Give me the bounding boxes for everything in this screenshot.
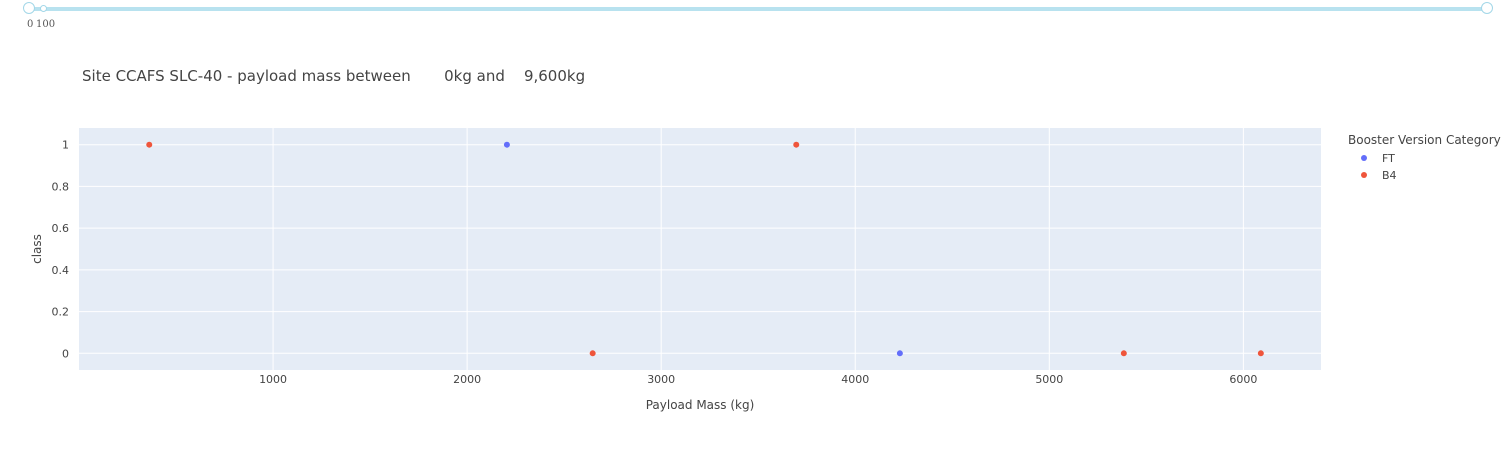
y-tick-label: 0.2	[52, 306, 70, 319]
x-tick-label: 6000	[1229, 373, 1257, 386]
legend-label-ft[interactable]: FT	[1382, 152, 1395, 165]
plot-background	[79, 128, 1321, 370]
axis-ticks: 1000 2000 3000 4000 5000 6000 0 0.2 0.4 0.6 0.8 1	[52, 139, 1258, 386]
title-site-text: Site CCAFS SLC-40 - payload mass between	[82, 67, 411, 85]
y-tick-label: 0.4	[52, 264, 70, 277]
slider-handle-inner[interactable]	[40, 5, 47, 12]
y-tick-label: 1	[62, 139, 69, 152]
x-axis-label: Payload Mass (kg)	[646, 398, 755, 412]
chart-title: Site CCAFS SLC-40 - payload mass between…	[82, 67, 585, 85]
slider-track[interactable]	[30, 7, 1488, 11]
legend: Booster Version Category FT B4	[1348, 133, 1501, 182]
data-point-b4[interactable]	[1120, 350, 1127, 357]
y-tick-label: 0.6	[52, 222, 70, 235]
y-tick-label: 0.8	[52, 180, 70, 193]
y-axis-label: class	[30, 234, 44, 264]
data-point-ft[interactable]	[503, 141, 510, 148]
payload-range-slider[interactable]: 0 100	[0, 0, 1508, 40]
data-point-b4[interactable]	[146, 141, 153, 148]
legend-marker-ft[interactable]	[1361, 155, 1367, 161]
slider-mark-max: 100	[36, 19, 56, 30]
slider-handle-min[interactable]	[23, 2, 35, 14]
x-tick-label: 5000	[1035, 373, 1063, 386]
x-tick-label: 4000	[841, 373, 869, 386]
x-tick-label: 1000	[259, 373, 287, 386]
legend-title: Booster Version Category	[1348, 133, 1501, 147]
data-point-b4[interactable]	[793, 141, 800, 148]
x-tick-label: 2000	[453, 373, 481, 386]
slider-handle-max[interactable]	[1481, 2, 1493, 14]
data-point-b4[interactable]	[589, 350, 596, 357]
x-tick-label: 3000	[647, 373, 675, 386]
data-points	[146, 141, 1264, 357]
grid-lines	[79, 128, 1321, 370]
slider-mark-min: 0	[27, 19, 34, 30]
legend-label-b4[interactable]: B4	[1382, 169, 1397, 182]
data-point-ft[interactable]	[896, 350, 903, 357]
title-high-bound: 9,600kg	[523, 67, 586, 85]
y-tick-label: 0	[62, 347, 69, 360]
legend-marker-b4[interactable]	[1361, 172, 1367, 178]
title-low-bound: 0kg and	[444, 67, 505, 85]
data-point-b4[interactable]	[1257, 350, 1264, 357]
